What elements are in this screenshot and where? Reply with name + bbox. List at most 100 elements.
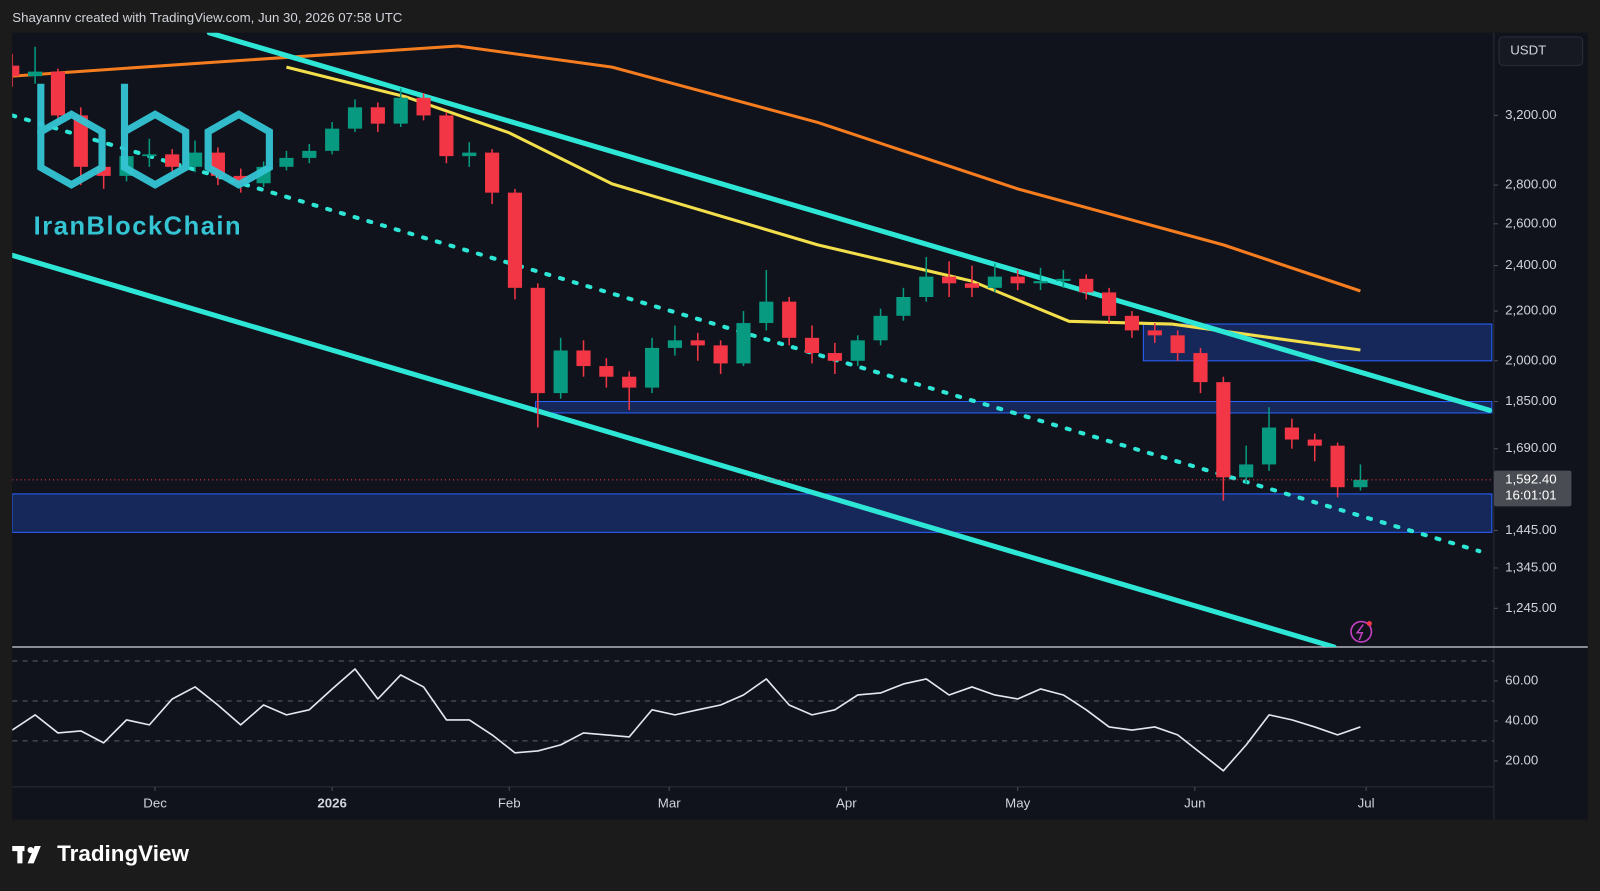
candle-body <box>1124 315 1140 331</box>
trendline <box>12 252 1337 648</box>
candle-body <box>96 166 111 176</box>
x-tick-label: Feb <box>498 796 521 811</box>
x-tick-label: Jun <box>1184 796 1205 811</box>
candle-body <box>416 97 431 116</box>
candle-body <box>964 283 980 288</box>
candle-body <box>1239 464 1254 478</box>
candle-body <box>576 350 591 367</box>
y-tick-label: 40.00 <box>1505 712 1538 727</box>
zone <box>12 493 1493 533</box>
x-tick-label: Dec <box>143 796 167 811</box>
alert-bolt <box>1355 624 1364 641</box>
currency-label[interactable]: USDT <box>1510 43 1546 58</box>
candle-body <box>393 97 408 124</box>
currency-box[interactable] <box>1498 36 1584 66</box>
moving-average <box>12 44 1361 293</box>
candle-body <box>1010 276 1025 284</box>
candle-body <box>279 157 294 167</box>
x-tick-label: Jul <box>1358 796 1375 811</box>
x-tick-label: Apr <box>836 796 857 811</box>
candle-body <box>439 115 454 157</box>
y-tick-label: 2,600.00 <box>1505 215 1557 230</box>
y-tick-label: 2,400.00 <box>1505 257 1557 272</box>
candle-body <box>187 152 203 167</box>
candle-body <box>1330 445 1345 488</box>
candle-body <box>690 340 705 346</box>
candle-body <box>1307 439 1322 446</box>
candle-body <box>736 323 751 364</box>
candle-body <box>713 345 728 364</box>
watermark-text: IranBlockChain <box>34 212 242 240</box>
y-tick-label: 1,690.00 <box>1505 440 1557 455</box>
header: Shayannv created with TradingView.com, J… <box>12 10 403 25</box>
candle-body <box>485 152 500 193</box>
candle-body <box>1284 427 1299 440</box>
candle-body <box>1170 335 1185 354</box>
y-tick-label: 1,445.00 <box>1505 522 1557 537</box>
candle-body <box>873 315 888 341</box>
candle-body <box>507 192 523 288</box>
candle-body <box>142 154 157 157</box>
candle-body <box>1102 292 1117 316</box>
candle-body <box>987 276 1002 288</box>
candle-body <box>325 128 340 151</box>
candle-body <box>919 276 934 298</box>
axes: 3,200.00 2,800.00 2,600.00 2,400.00 2,200.00… <box>143 107 1572 811</box>
candle-body <box>462 152 477 157</box>
x-tick-label: Mar <box>658 796 681 811</box>
alert-icon[interactable] <box>1350 620 1373 643</box>
candle-body <box>165 154 180 167</box>
candle-body <box>1147 330 1162 336</box>
candle-body <box>942 276 957 284</box>
candle-body <box>850 340 865 361</box>
candle-body <box>1193 353 1208 383</box>
trendline <box>206 32 1493 413</box>
candle-body <box>553 350 568 394</box>
chart-area <box>12 32 1588 820</box>
trendline <box>12 113 1482 554</box>
candle-body <box>50 71 66 116</box>
candle-body <box>73 115 88 167</box>
candle-body <box>896 297 911 316</box>
footer-logo <box>12 846 41 864</box>
candle-body <box>644 347 660 388</box>
candle-body <box>782 301 797 338</box>
candle-body <box>347 107 363 129</box>
y-tick-label: 2,200.00 <box>1505 303 1557 318</box>
y-tick-label: 60.00 <box>1505 672 1538 687</box>
candle-body <box>1079 278 1094 293</box>
watermark-logo <box>37 83 273 189</box>
candle-body <box>1216 382 1231 478</box>
x-tick-label: 2026 <box>317 796 346 811</box>
candle-body <box>1261 427 1277 465</box>
price-pane <box>12 32 1494 648</box>
candle-body <box>370 107 385 124</box>
y-tick-label: 1,245.00 <box>1505 600 1557 615</box>
rsi-line <box>12 668 1361 772</box>
last-price-label: 1,592.40 <box>1505 471 1557 486</box>
x-tick-label: May <box>1005 796 1030 811</box>
candle-body <box>667 340 683 348</box>
candle-body <box>530 287 545 394</box>
y-tick-label: 2,800.00 <box>1505 177 1557 192</box>
candle-body <box>302 150 317 158</box>
candle-body <box>622 376 637 388</box>
candle-body <box>827 353 842 361</box>
y-tick-label: 1,850.00 <box>1505 393 1557 408</box>
alert-dot <box>1366 621 1372 627</box>
candle-body <box>1033 281 1048 284</box>
y-tick-label: 2,000.00 <box>1505 352 1557 367</box>
rsi-pane <box>12 660 1494 772</box>
candle-body <box>599 366 614 377</box>
last-price-box <box>1493 470 1572 507</box>
candle-body <box>1353 479 1368 488</box>
candle-body <box>28 71 43 77</box>
footer-brand: TradingView <box>57 841 189 866</box>
candle-body <box>1056 278 1071 282</box>
candle-body <box>804 337 820 354</box>
candle-body <box>12 65 20 77</box>
candle-body <box>759 301 774 324</box>
y-tick-label: 3,200.00 <box>1505 107 1557 122</box>
